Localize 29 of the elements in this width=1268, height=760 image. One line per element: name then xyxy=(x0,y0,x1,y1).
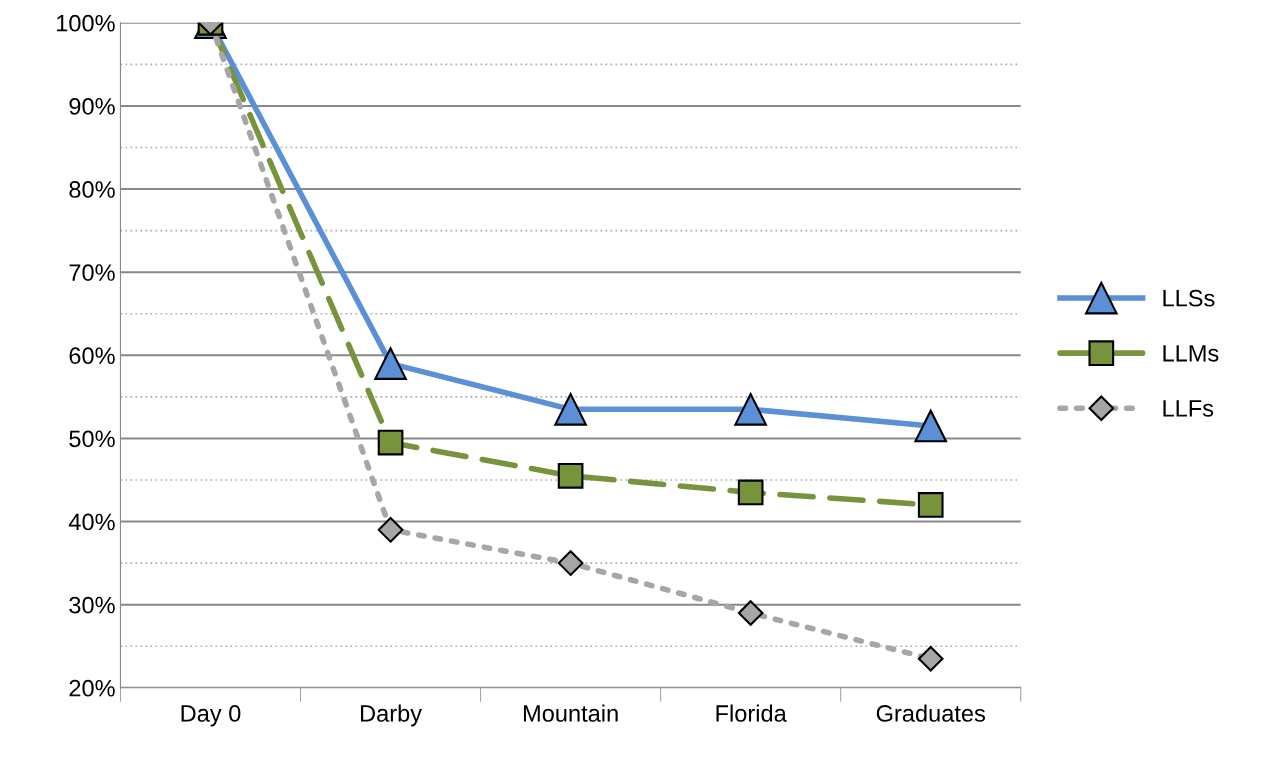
y-tick-label: 30% xyxy=(69,596,115,614)
x-tick-label: Day 0 xyxy=(181,705,241,727)
x-tick-label: Darby xyxy=(360,704,422,727)
point xyxy=(737,479,764,506)
y-tick-label: 70% xyxy=(69,264,115,281)
x-tick-label: Graduates xyxy=(876,704,985,722)
point xyxy=(554,393,587,426)
y-tick-label: 50% xyxy=(69,430,115,448)
point xyxy=(377,429,404,456)
point xyxy=(737,600,764,626)
point xyxy=(557,462,584,489)
y-tick-label: 100% xyxy=(57,14,115,32)
point xyxy=(734,393,767,426)
point xyxy=(914,409,948,443)
y-tick-label: 40% xyxy=(68,513,115,531)
point xyxy=(917,645,944,672)
y-tick-label: 80% xyxy=(69,181,115,198)
point xyxy=(377,517,404,543)
point xyxy=(557,550,584,576)
legend-label: LLMs xyxy=(1163,345,1219,362)
y-tick-label: 60% xyxy=(69,347,115,365)
x-tick-label: Florida xyxy=(716,704,787,722)
legend-label: LLFs xyxy=(1163,400,1214,417)
y-tick-label: 90% xyxy=(69,97,115,115)
legend-label: LLSs xyxy=(1163,289,1215,307)
point xyxy=(374,347,407,380)
x-tick-label: Mountain xyxy=(523,704,618,722)
point xyxy=(917,492,944,518)
y-tick-label: 20% xyxy=(69,679,115,697)
